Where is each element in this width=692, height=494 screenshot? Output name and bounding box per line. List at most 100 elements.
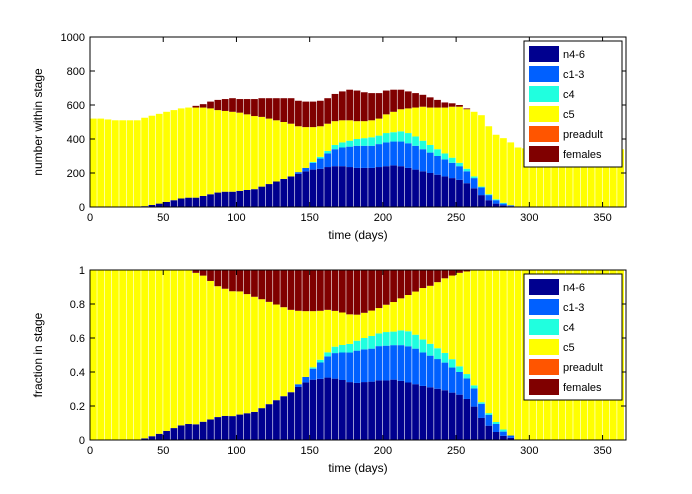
- bar-segment-n4-6: [419, 385, 427, 440]
- bar-segment-c5: [316, 310, 324, 360]
- bar-segment-n4-6: [302, 171, 310, 207]
- bar-segment-females: [412, 93, 419, 108]
- bar-segment-c5: [302, 127, 310, 168]
- bar-segment-n4-6: [155, 433, 163, 440]
- bar-segment-n4-6: [207, 419, 214, 440]
- bar-segment-females: [207, 101, 214, 109]
- bar-segment-c5: [368, 310, 375, 336]
- bar-segment-females: [280, 270, 288, 308]
- bar-segment-n4-6: [382, 166, 390, 207]
- bar-segment-n4-6: [456, 179, 463, 207]
- bar-segment-n4-6: [397, 380, 405, 440]
- bar-segment-c1-3: [360, 349, 368, 383]
- bar-segment-n4-6: [192, 197, 200, 207]
- bar-segment-c5: [522, 148, 529, 207]
- bar-segment-n4-6: [316, 168, 324, 207]
- bar-segment-c5: [163, 111, 170, 202]
- bar-segment-n4-6: [265, 184, 273, 207]
- bar-segment-c1-3: [316, 158, 324, 169]
- y-tick-label: 600: [67, 100, 85, 112]
- bar-segment-c4: [353, 340, 361, 351]
- bar-segment-c1-3: [412, 348, 419, 385]
- bar-segment-c1-3: [331, 149, 339, 167]
- bar-segment-c1-3: [346, 146, 354, 168]
- bar-segment-c5: [119, 120, 127, 207]
- legend-swatch-n4-6: [529, 46, 559, 62]
- bar-segment-n4-6: [412, 169, 419, 207]
- bar-segment-c5: [163, 270, 170, 431]
- bar-segment-n4-6: [273, 400, 280, 440]
- bar-segment-c1-3: [295, 384, 302, 387]
- y-tick-label: 400: [67, 134, 85, 146]
- bar-segment-c1-3: [470, 178, 478, 189]
- bar-segment-females: [397, 89, 405, 110]
- bar-segment-c4: [500, 202, 507, 204]
- bar-segment-c1-3: [368, 145, 375, 168]
- bar-segment-c5: [170, 270, 178, 429]
- bar-segment-n4-6: [229, 416, 236, 440]
- bar-segment-c5: [192, 272, 200, 425]
- bar-segment-n4-6: [141, 438, 148, 440]
- bar-segment-c4: [434, 348, 441, 360]
- bar-segment-females: [448, 270, 456, 276]
- bar-segment-n4-6: [251, 189, 258, 207]
- bar-segment-c5: [177, 108, 185, 199]
- bar-segment-c5: [558, 149, 566, 207]
- bar-segment-c5: [316, 126, 324, 157]
- bar-segment-c1-3: [441, 362, 449, 391]
- bar-segment-n4-6: [331, 378, 339, 440]
- bar-segment-c5: [368, 120, 375, 138]
- bar-segment-c1-3: [500, 431, 507, 436]
- bar-segment-n4-6: [382, 380, 390, 440]
- bar-segment-c5: [148, 115, 156, 205]
- bar-segment-c5: [353, 121, 361, 139]
- bar-segment-c5: [229, 111, 236, 192]
- bar-segment-females: [302, 101, 310, 128]
- bar-segment-c4: [426, 144, 434, 153]
- bar-segment-c4: [470, 176, 478, 179]
- bar-segment-n4-6: [368, 381, 375, 440]
- legend-swatch-preadult: [529, 126, 559, 142]
- bar-segment-c4: [346, 140, 354, 147]
- bar-segment-c5: [448, 275, 456, 360]
- bar-segment-c5: [251, 116, 258, 190]
- x-tick-label: 200: [374, 445, 392, 457]
- bar-segment-females: [463, 108, 471, 110]
- bar-segment-c4: [397, 131, 405, 142]
- bar-segment-n4-6: [295, 173, 302, 207]
- bar-segment-c4: [485, 413, 493, 415]
- x-tick-label: 250: [447, 445, 465, 457]
- x-tick-label: 50: [157, 445, 169, 457]
- bar-segment-c5: [470, 270, 478, 386]
- bar-segment-c4: [382, 133, 390, 143]
- axes-frame: [89, 269, 627, 441]
- bar-segment-c5: [331, 310, 339, 347]
- bar-segment-females: [434, 270, 441, 283]
- bar-segment-n4-6: [353, 167, 361, 207]
- bar-segment-n4-6: [214, 417, 222, 440]
- bar-segment-c5: [346, 314, 354, 344]
- legend-swatch-c1-3: [529, 66, 559, 82]
- bar-segment-c1-3: [382, 142, 390, 167]
- bar-segment-c5: [273, 304, 280, 401]
- bar-segment-c5: [382, 304, 390, 333]
- bar-segment-c4: [397, 330, 405, 346]
- bar-segment-c1-3: [434, 359, 441, 389]
- x-tick-label: 100: [227, 212, 245, 224]
- bar-segment-c1-3: [426, 152, 434, 173]
- bar-segment-n4-6: [360, 167, 368, 207]
- bar-segment-females: [229, 270, 236, 292]
- legend-label-c1-3: c1-3: [563, 69, 584, 81]
- bar-segment-c4: [492, 422, 500, 424]
- bar-segment-n4-6: [470, 406, 478, 440]
- bar-segment-n4-6: [243, 413, 251, 440]
- bar-segment-n4-6: [229, 191, 236, 207]
- bar-segment-c1-3: [397, 345, 405, 381]
- legend-swatch-n4-6: [529, 279, 559, 295]
- bar-segment-c5: [280, 122, 288, 179]
- bar-segment-c5: [551, 149, 559, 207]
- bar-segment-females: [353, 270, 361, 315]
- axes-frame: [89, 36, 627, 208]
- bar-segment-females: [265, 270, 273, 302]
- legend-label-c4: c4: [563, 322, 575, 334]
